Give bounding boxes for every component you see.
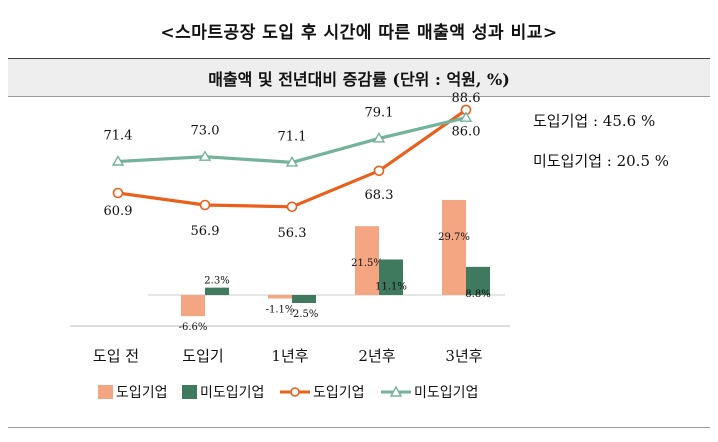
bar-도입기업-3년후 — [442, 199, 466, 295]
bar-label-미도입기업-1년후: -2.5% — [290, 309, 319, 320]
line-label-도입기업-3년후: 88.6 — [452, 91, 481, 106]
point-도입기업-1년후 — [286, 201, 298, 213]
bottom-rule — [8, 427, 710, 428]
point-도입기업-도입기 — [199, 199, 211, 211]
legend-marker-미도입기업 — [389, 385, 403, 397]
bar-label-미도입기업-3년후: 8.8% — [465, 289, 490, 300]
chart-title: <스마트공장 도입 후 시간에 따른 매출액 성과 비교> — [160, 23, 558, 43]
x-tick-label-도입-전: 도입 전 — [93, 347, 139, 365]
legend-label-line-도입기업: 도입기업 — [313, 385, 365, 401]
point-미도입기업-2년후 — [372, 132, 386, 143]
legend-label-bar-도입기업: 도입기업 — [116, 385, 168, 401]
legend-swatch-bar-미도입기업 — [182, 385, 197, 399]
chart-subtitle: 매출액 및 전년대비 증감률 (단위 : 억원, %) — [208, 69, 510, 89]
bar-미도입기업-도입기 — [205, 287, 229, 295]
bar-도입기업-도입기 — [181, 295, 205, 317]
line-label-도입기업-도입기: 56.9 — [191, 224, 220, 239]
line-label-미도입기업-2년후: 79.1 — [365, 105, 394, 120]
bar-미도입기업-3년후 — [466, 266, 490, 295]
line-label-미도입기업-3년후: 86.0 — [452, 125, 481, 140]
bar-미도입기업-2년후 — [379, 259, 403, 295]
point-미도입기업-1년후 — [285, 156, 299, 167]
bar-도입기업-2년후 — [355, 226, 379, 295]
point-도입기업-2년후 — [373, 165, 385, 177]
chart-subtitle-bar: 매출액 및 전년대비 증감률 (단위 : 억원, %) — [8, 58, 710, 97]
x-tick-label-2년후: 2년후 — [358, 347, 395, 365]
x-tick-label-3년후: 3년후 — [445, 347, 482, 365]
bar-도입기업-1년후 — [268, 295, 292, 299]
legend-swatch-bar-도입기업 — [98, 385, 113, 399]
line-label-도입기업-2년후: 68.3 — [365, 188, 394, 203]
legend-label-bar-미도입기업: 미도입기업 — [200, 385, 264, 401]
line-label-미도입기업-도입기: 73.0 — [191, 124, 220, 139]
line-label-도입기업-도입-전: 60.9 — [104, 204, 133, 219]
note-adopted-growth: 도입기업 : 45.6 % — [533, 112, 656, 130]
bar-label-도입기업-2년후: 21.5% — [351, 258, 383, 269]
line-label-도입기업-1년후: 56.3 — [278, 226, 307, 241]
x-tick-label-도입기: 도입기 — [182, 347, 223, 365]
point-도입기업-도입-전 — [112, 187, 124, 199]
bar-label-도입기업-도입기: -6.6% — [179, 322, 208, 333]
bar-label-미도입기업-2년후: 11.1% — [375, 281, 407, 292]
bar-미도입기업-1년후 — [292, 295, 316, 303]
line-label-미도입기업-도입-전: 71.4 — [104, 129, 133, 144]
point-미도입기업-도입-전 — [111, 155, 125, 166]
bar-label-도입기업-3년후: 29.7% — [438, 232, 470, 243]
bar-label-도입기업-1년후: -1.1% — [266, 305, 295, 316]
legend-label-line-미도입기업: 미도입기업 — [414, 385, 478, 401]
x-tick-label-1년후: 1년후 — [271, 347, 308, 365]
point-미도입기업-도입기 — [198, 150, 212, 161]
legend-marker-도입기업 — [290, 387, 300, 397]
line-label-미도입기업-1년후: 71.1 — [278, 129, 307, 144]
bar-label-미도입기업-도입기: 2.3% — [204, 276, 229, 287]
note-not-adopted-growth: 미도입기업 : 20.5 % — [533, 152, 670, 170]
point-미도입기업-3년후 — [459, 111, 473, 122]
